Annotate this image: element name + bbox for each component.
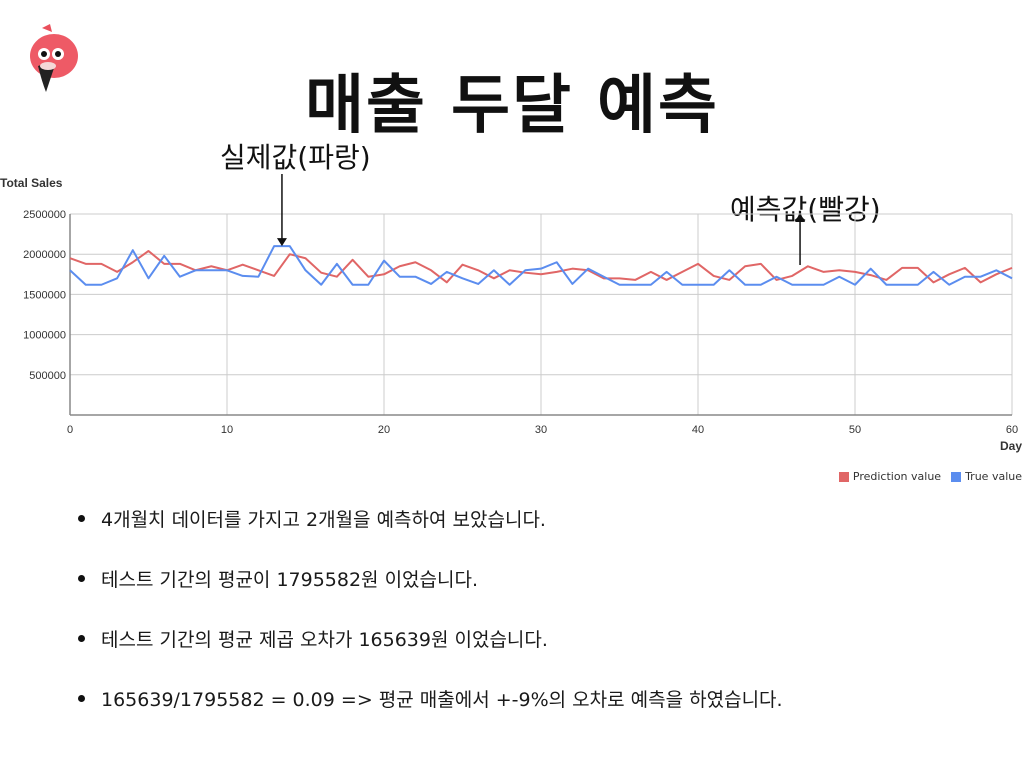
bullet-icon: [78, 574, 85, 582]
bullet-icon: [78, 514, 85, 522]
x-axis-label: Day: [1000, 439, 1022, 453]
x-tick-label: 50: [849, 424, 861, 436]
page-title: 매출 두달 예측: [305, 69, 719, 143]
bullet-item: 테스트 기간의 평균 제곱 오차가 165639원 이었습니다.: [78, 608, 783, 668]
bullet-icon: [78, 634, 85, 642]
x-tick-label: 60: [1006, 424, 1018, 436]
true-value-annotation: 실제값(파랑): [220, 141, 371, 174]
y-tick-label: 1000000: [23, 330, 66, 342]
prediction-annotation-arrowhead: [795, 214, 806, 222]
y-tick-label: 2500000: [23, 209, 66, 221]
true-series-line: [69, 245, 1013, 286]
bullet-icon: [78, 694, 85, 702]
chart-legend: Prediction value True value: [838, 470, 1022, 483]
bullet-item: 165639/1795582 = 0.09 => 평균 매출에서 +-9%의 오…: [78, 668, 783, 728]
y-tick-label: 1500000: [23, 289, 66, 301]
legend-item-prediction: Prediction value: [838, 470, 941, 483]
line-chart: 500000 1000000 1500000 2000000 2500000 0 10 20 3…: [0, 174, 1022, 453]
legend-item-true: True value: [951, 470, 1022, 483]
x-tick-label: 10: [221, 424, 233, 436]
y-tick-label: 500000: [29, 370, 66, 382]
bullet-item: 4개월치 데이터를 가지고 2개월을 예측하여 보았습니다.: [78, 488, 783, 548]
y-tick-label: 2000000: [23, 249, 66, 261]
x-tick-label: 30: [535, 424, 547, 436]
prediction-annotation: 예측값(빨강): [730, 193, 881, 226]
x-tick-label: 40: [692, 424, 704, 436]
x-tick-label: 20: [378, 424, 390, 436]
bullet-list: 4개월치 데이터를 가지고 2개월을 예측하여 보았습니다. 테스트 기간의 평…: [78, 488, 783, 728]
y-axis-label: Total Sales: [0, 176, 63, 190]
x-tick-label: 0: [67, 424, 73, 436]
bullet-item: 테스트 기간의 평균이 1795582원 이었습니다.: [78, 548, 783, 608]
flamingo-logo-icon: [30, 24, 78, 92]
true-annotation-arrowhead: [276, 238, 287, 247]
